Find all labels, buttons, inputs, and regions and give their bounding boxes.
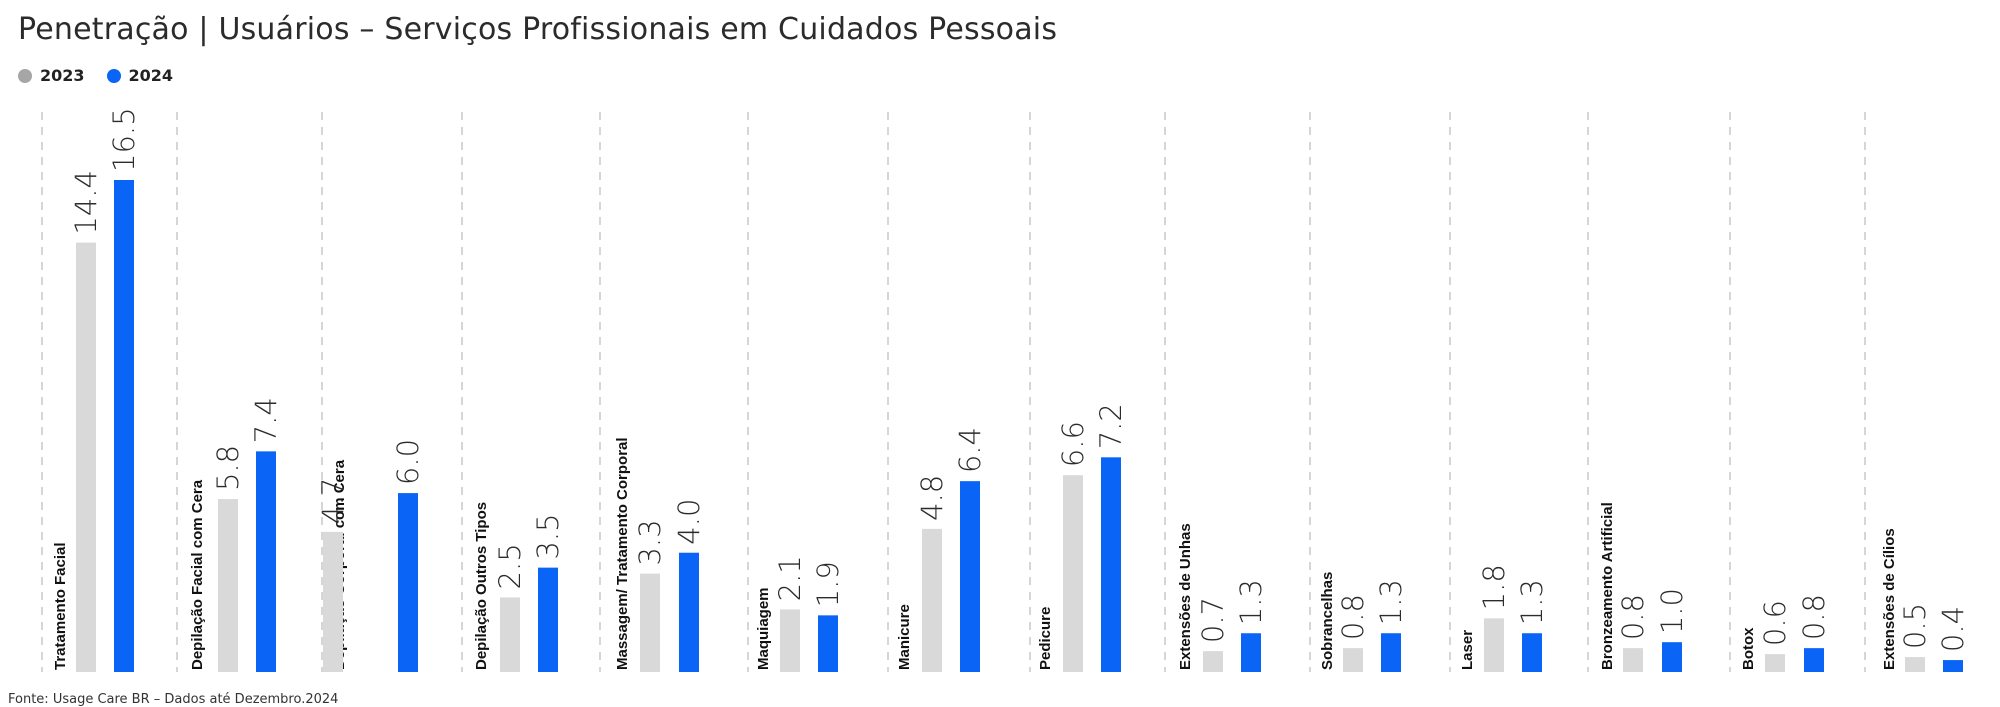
category-label: Tratamento Facial [52, 542, 69, 670]
bar-2023 [1063, 475, 1083, 672]
value-label-2024: 6.4 [953, 427, 987, 473]
bar-2024 [679, 552, 699, 672]
category-label: Maquiagem [755, 587, 772, 670]
value-label-2023: 5.8 [211, 445, 245, 491]
bar-2024 [1381, 633, 1401, 672]
bar-2023 [323, 531, 343, 672]
category-label: Bronzeamento Artificial [1599, 502, 1616, 670]
bar-2023 [218, 499, 238, 672]
bar-2023 [1765, 654, 1785, 672]
value-label-2024: 3.5 [531, 514, 565, 560]
value-label-2024: 7.4 [249, 397, 283, 443]
value-label-2024: 0.4 [1936, 606, 1970, 652]
value-label-2024: 7.2 [1094, 403, 1128, 449]
value-label-2023: 14.4 [69, 170, 103, 235]
value-label-2023: 1.8 [1477, 564, 1511, 610]
category-label: Laser [1459, 630, 1476, 670]
category-label: Depilação Outros Tipos [473, 502, 490, 670]
bar-2023 [1484, 618, 1504, 672]
source-note: Fonte: Usage Care BR – Dados até Dezembr… [8, 692, 339, 707]
value-label-2023: 2.5 [493, 543, 527, 589]
value-label-2023: 4.7 [316, 478, 350, 524]
value-label-2024: 4.0 [672, 499, 706, 545]
bar-2023 [1623, 648, 1643, 672]
bar-2023 [1905, 657, 1925, 672]
value-label-2023: 3.3 [633, 519, 667, 565]
bar-2023 [500, 597, 520, 672]
bar-2024 [1804, 648, 1824, 672]
bar-2024 [1662, 642, 1682, 672]
legend-label-2024: 2024 [128, 66, 174, 85]
legend-item-2023: 2023 [18, 66, 85, 85]
value-label-2023: 0.7 [1196, 597, 1230, 643]
bar-2024 [960, 481, 980, 672]
category-label: Depilação Facial com Cera [189, 479, 206, 670]
legend-label-2023: 2023 [40, 66, 85, 85]
bar-2023 [780, 609, 800, 672]
value-label-2023: 0.5 [1898, 603, 1932, 649]
category-label: Extensões de Cílios [1881, 528, 1898, 670]
bar-2024 [1522, 633, 1542, 672]
value-label-2024: 16.5 [107, 107, 141, 172]
bar-2023 [640, 573, 660, 672]
category-label: Botox [1740, 627, 1757, 670]
bar-2023 [1343, 648, 1363, 672]
bar-2024 [1943, 660, 1963, 672]
value-label-2024: 1.3 [1234, 579, 1268, 625]
value-label-2024: 1.0 [1655, 588, 1689, 634]
category-label: Massagem/ Tratamento Corporal [614, 437, 631, 670]
value-label-2023: 6.6 [1056, 421, 1090, 467]
legend: 2023 2024 [18, 66, 195, 85]
bar-2023 [76, 242, 96, 673]
value-label-2023: 0.8 [1616, 594, 1650, 640]
value-label-2024: 1.3 [1374, 579, 1408, 625]
chart-title: Penetração | Usuários – Serviços Profiss… [18, 12, 1058, 47]
legend-item-2024: 2024 [106, 66, 174, 85]
value-label-2023: 0.6 [1758, 600, 1792, 646]
bar-2024 [1101, 457, 1121, 672]
value-label-2024: 1.3 [1515, 579, 1549, 625]
value-label-2023: 0.8 [1336, 594, 1370, 640]
value-label-2023: 2.1 [773, 555, 807, 601]
bar-2024 [538, 567, 558, 672]
bar-2024 [256, 451, 276, 672]
legend-dot-2024-icon [106, 68, 121, 83]
bar-2024 [1241, 633, 1261, 672]
bar-2023 [922, 528, 942, 672]
bar-2024 [114, 180, 134, 672]
legend-dot-2023-icon [18, 68, 32, 83]
bar-2024 [818, 615, 838, 672]
category-label: Manicure [896, 604, 913, 670]
bar-2023 [1203, 651, 1223, 672]
category-label: Extensões de Unhas [1177, 523, 1194, 670]
bar-2024 [398, 493, 418, 672]
category-label: Sobrancelhas [1319, 572, 1336, 670]
value-label-2024: 6.0 [391, 439, 425, 485]
value-label-2023: 4.8 [915, 475, 949, 521]
value-label-2024: 0.8 [1797, 594, 1831, 640]
value-label-2024: 1.9 [811, 561, 845, 607]
category-label: Pedicure [1037, 607, 1054, 670]
